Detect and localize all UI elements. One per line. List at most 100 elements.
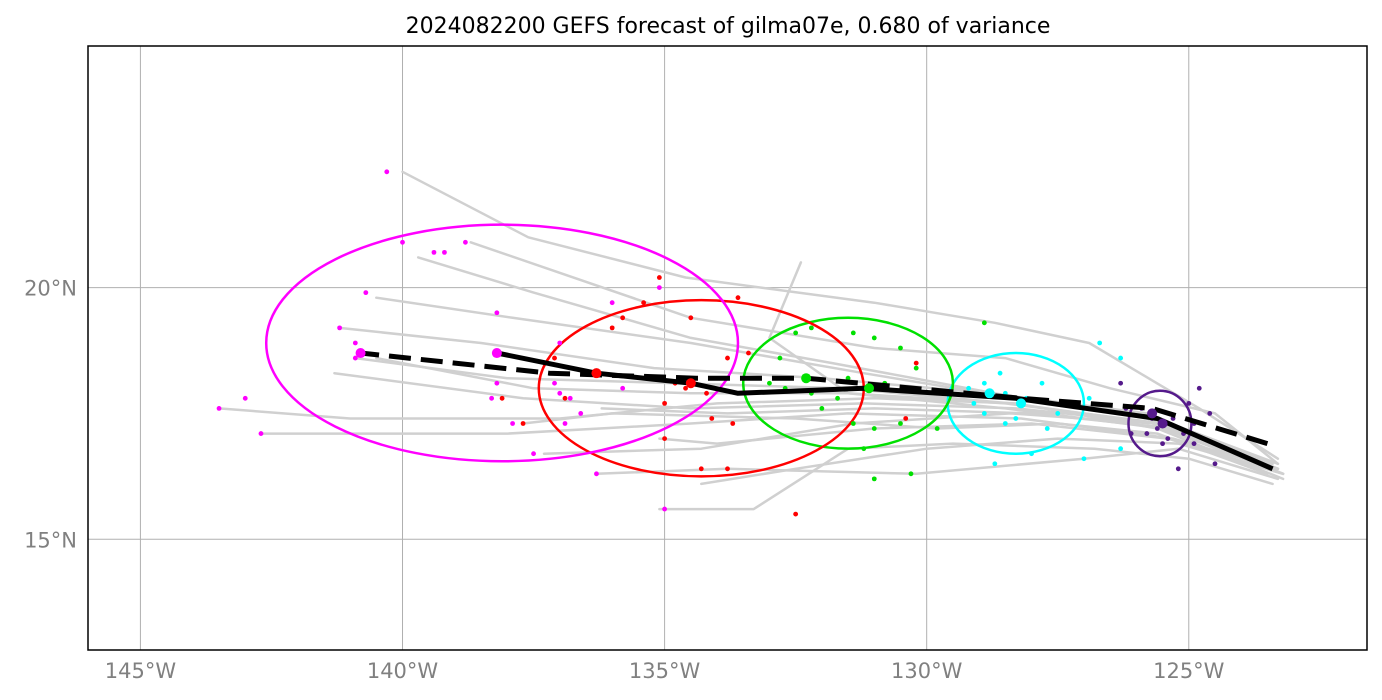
forecast-point-magenta: [562, 421, 568, 426]
forecast-point-purple: [1118, 380, 1124, 386]
forecast-point-green: [908, 471, 914, 477]
forecast-point-cyan: [1029, 451, 1034, 457]
member-track-line: [658, 442, 1274, 511]
forecast-point-magenta: [258, 431, 264, 436]
uncertainty-ellipse-purple: [1127, 389, 1193, 458]
forecast-point-green: [819, 406, 825, 411]
forecast-point-red: [725, 466, 730, 472]
member-track-line: [542, 412, 1280, 471]
group-center-purple: [1157, 418, 1168, 429]
forecast-point-magenta: [552, 380, 557, 386]
group-center-cyan: [1016, 398, 1027, 409]
x-tick-label: 140°W: [367, 659, 439, 683]
forecast-point-magenta: [337, 325, 343, 331]
forecast-point-red: [552, 355, 557, 361]
group-mean-center-cyan: [984, 388, 995, 399]
forecast-point-cyan: [1081, 456, 1087, 462]
forecast-points: [216, 169, 1218, 517]
forecast-point-cyan: [1055, 411, 1061, 416]
forecast-point-magenta: [463, 239, 468, 245]
forecast-point-red: [562, 395, 568, 401]
group-center-magenta: [491, 348, 502, 359]
grid-lines: [88, 46, 1367, 650]
member-tracks: [217, 170, 1285, 511]
forecast-point-red: [913, 360, 919, 366]
forecast-point-green: [934, 426, 940, 431]
member-track-line: [595, 447, 1280, 481]
forecast-point-purple: [1175, 466, 1181, 472]
forecast-point-green: [913, 365, 919, 371]
forecast-point-cyan: [981, 380, 987, 386]
uncertainty-ellipse-magenta: [264, 223, 740, 463]
forecast-point-magenta: [216, 406, 222, 411]
forecast-point-purple: [1154, 426, 1160, 431]
forecast-point-cyan: [1118, 446, 1124, 452]
group-center-green: [864, 383, 875, 394]
forecast-point-magenta: [594, 471, 599, 477]
forecast-point-green: [861, 446, 867, 452]
forecast-point-red: [735, 295, 741, 301]
forecast-point-magenta: [656, 285, 662, 290]
forecast-point-cyan: [992, 461, 998, 467]
forecast-point-magenta: [578, 411, 584, 416]
forecast-point-magenta: [352, 355, 358, 361]
forecast-point-cyan: [1086, 395, 1092, 401]
forecast-point-cyan: [971, 400, 977, 406]
forecast-point-green: [767, 380, 772, 386]
x-tick-label: 125°W: [1153, 659, 1225, 683]
forecast-point-red: [709, 416, 715, 421]
forecast-point-red: [725, 355, 730, 361]
forecast-point-red: [698, 466, 704, 472]
group-center-red: [685, 378, 696, 389]
y-tick-label: 20°N: [24, 277, 77, 301]
group-mean-center-red: [591, 368, 602, 379]
forecast-point-purple: [1128, 431, 1134, 436]
forecast-point-magenta: [242, 395, 248, 401]
forecast-point-purple: [1191, 441, 1197, 447]
forecast-point-red: [499, 395, 505, 401]
forecast-point-magenta: [363, 290, 369, 296]
forecast-point-green: [850, 421, 856, 426]
forecast-point-purple: [1160, 441, 1165, 447]
forecast-point-red: [662, 400, 667, 406]
x-tick-label: 145°W: [105, 659, 177, 683]
forecast-point-purple: [1165, 436, 1171, 441]
plot-frame: [87, 45, 1368, 651]
forecast-point-magenta: [494, 380, 500, 386]
forecast-point-green: [981, 320, 987, 326]
forecast-point-magenta: [620, 385, 626, 391]
forecast-point-red: [793, 511, 799, 517]
forecast-point-green: [845, 375, 851, 381]
forecast-point-green: [898, 345, 903, 351]
forecast-point-cyan: [1118, 355, 1124, 361]
forecast-point-green: [871, 335, 877, 341]
forecast-point-green: [835, 395, 840, 401]
forecast-point-red: [662, 436, 667, 441]
forecast-point-red: [620, 315, 626, 321]
group-mean-center-purple: [1147, 408, 1158, 419]
forecast-point-green: [777, 355, 783, 361]
forecast-point-red: [688, 315, 694, 321]
forecast-point-cyan: [1002, 421, 1008, 426]
forecast-point-cyan: [1097, 340, 1103, 346]
forecast-point-purple: [1186, 400, 1192, 406]
forecast-point-green: [808, 325, 814, 331]
member-track-line: [700, 437, 1285, 486]
forecast-point-magenta: [442, 249, 447, 255]
forecast-point-cyan: [1013, 416, 1019, 421]
forecast-point-magenta: [352, 340, 358, 346]
forecast-point-magenta: [662, 506, 667, 512]
forecast-point-cyan: [981, 411, 987, 416]
forecast-point-magenta: [609, 300, 615, 306]
member-track-line: [375, 296, 1280, 466]
forecast-point-green: [898, 421, 903, 426]
axis-ticks: 145°W 140°W 135°W 130°W 125°W 15°N 20°N: [24, 277, 1225, 683]
forecast-point-magenta: [489, 395, 495, 401]
forecast-point-magenta: [400, 239, 405, 245]
forecast-point-magenta: [510, 421, 515, 426]
ensemble-mean-track: [496, 350, 1274, 472]
forecast-point-red: [641, 300, 647, 306]
uncertainty-ellipse-green: [741, 316, 955, 450]
forecast-point-cyan: [997, 370, 1003, 376]
